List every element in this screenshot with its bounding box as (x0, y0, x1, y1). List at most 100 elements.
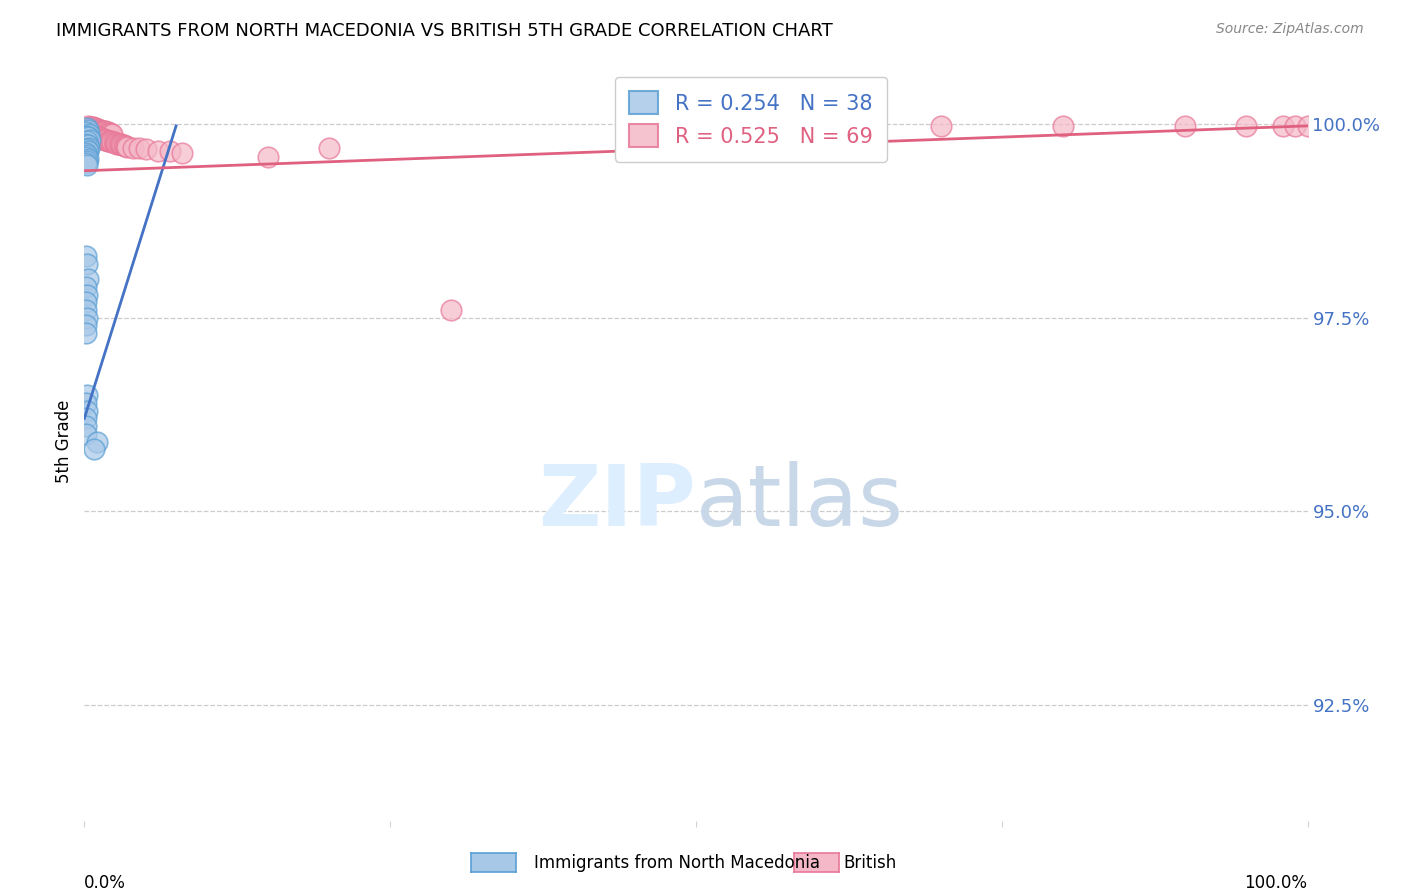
Point (83, 121, 105, 136)
Point (79, 133, 101, 147)
Text: IMMIGRANTS FROM NORTH MACEDONIA VS BRITISH 5TH GRADE CORRELATION CHART: IMMIGRANTS FROM NORTH MACEDONIA VS BRITI… (56, 22, 832, 40)
Point (105, 136, 128, 150)
Point (75, 426, 97, 441)
Point (82, 120, 104, 135)
Point (110, 137, 132, 152)
Point (77, 145, 100, 159)
Point (91, 123, 114, 137)
Point (103, 135, 125, 149)
Point (76, 148, 98, 162)
Point (94, 133, 117, 147)
Point (89, 122, 111, 136)
Point (90, 131, 112, 145)
Point (82, 128, 104, 143)
Point (79, 120, 101, 134)
Point (84, 129, 107, 144)
Text: 100.0%: 100.0% (1244, 874, 1308, 892)
Point (87, 130, 110, 145)
Point (77, 119, 100, 133)
Point (115, 139, 138, 153)
Point (111, 138, 134, 153)
Point (75, 280, 97, 294)
Point (77, 152, 100, 166)
Point (77, 127, 100, 141)
Point (77, 272, 100, 286)
Point (100, 127, 122, 141)
Point (75, 295, 97, 310)
Point (86, 122, 108, 136)
Point (84, 121, 107, 136)
Point (108, 137, 131, 152)
Point (75, 125, 97, 139)
Point (77, 140, 100, 154)
Point (257, 150, 280, 164)
Point (929, 119, 952, 133)
Point (1272, 119, 1295, 133)
Point (98, 134, 121, 148)
Point (1052, 119, 1074, 133)
Point (112, 138, 135, 153)
Point (80, 120, 103, 135)
Point (77, 138, 100, 153)
Text: Immigrants from North Macedonia: Immigrants from North Macedonia (534, 855, 820, 872)
Point (122, 140, 145, 154)
Point (159, 145, 181, 159)
Point (76, 287, 98, 301)
Point (1174, 119, 1197, 133)
Point (83, 442, 105, 457)
Point (76, 128, 98, 143)
Point (87, 130, 110, 145)
Point (77, 128, 100, 142)
Text: Source: ZipAtlas.com: Source: ZipAtlas.com (1216, 22, 1364, 37)
Point (105, 136, 128, 151)
Point (75, 318, 97, 333)
Text: atlas: atlas (696, 460, 904, 544)
Point (101, 135, 124, 149)
Point (1284, 119, 1306, 133)
Point (76, 153, 98, 168)
Point (87, 122, 110, 136)
Point (77, 128, 100, 142)
Point (80, 128, 103, 143)
Legend: R = 0.254   N = 38, R = 0.525   N = 69: R = 0.254 N = 38, R = 0.525 N = 69 (614, 77, 887, 161)
Point (75, 419, 97, 434)
Text: 0.0%: 0.0% (84, 874, 127, 892)
Point (101, 127, 124, 141)
Point (75, 249, 97, 263)
Point (77, 122, 100, 136)
Point (114, 139, 136, 153)
Point (128, 141, 150, 155)
Y-axis label: 5th Grade: 5th Grade (55, 400, 73, 483)
Point (93, 124, 115, 138)
Point (75, 326, 97, 341)
Point (76, 257, 98, 271)
Point (76, 310, 98, 325)
Point (75, 396, 97, 410)
Point (75, 136, 97, 151)
Point (76, 134, 98, 148)
Text: ZIP: ZIP (538, 460, 696, 544)
Point (107, 136, 129, 151)
Point (96, 125, 118, 139)
Point (86, 434, 108, 449)
Point (79, 128, 101, 143)
Point (77, 130, 100, 145)
Point (97, 134, 120, 148)
Point (89, 131, 111, 145)
Point (172, 145, 194, 160)
Point (115, 140, 138, 154)
Point (76, 388, 98, 402)
Point (90, 123, 112, 137)
Point (75, 156, 97, 170)
Point (75, 411, 97, 425)
Point (93, 132, 115, 146)
Text: British: British (844, 855, 897, 872)
Point (100, 134, 122, 148)
Point (75, 150, 97, 164)
Point (1296, 119, 1319, 133)
Point (318, 140, 340, 154)
Point (76, 121, 98, 136)
Point (75, 303, 97, 318)
Point (76, 142, 98, 156)
Point (83, 128, 105, 143)
